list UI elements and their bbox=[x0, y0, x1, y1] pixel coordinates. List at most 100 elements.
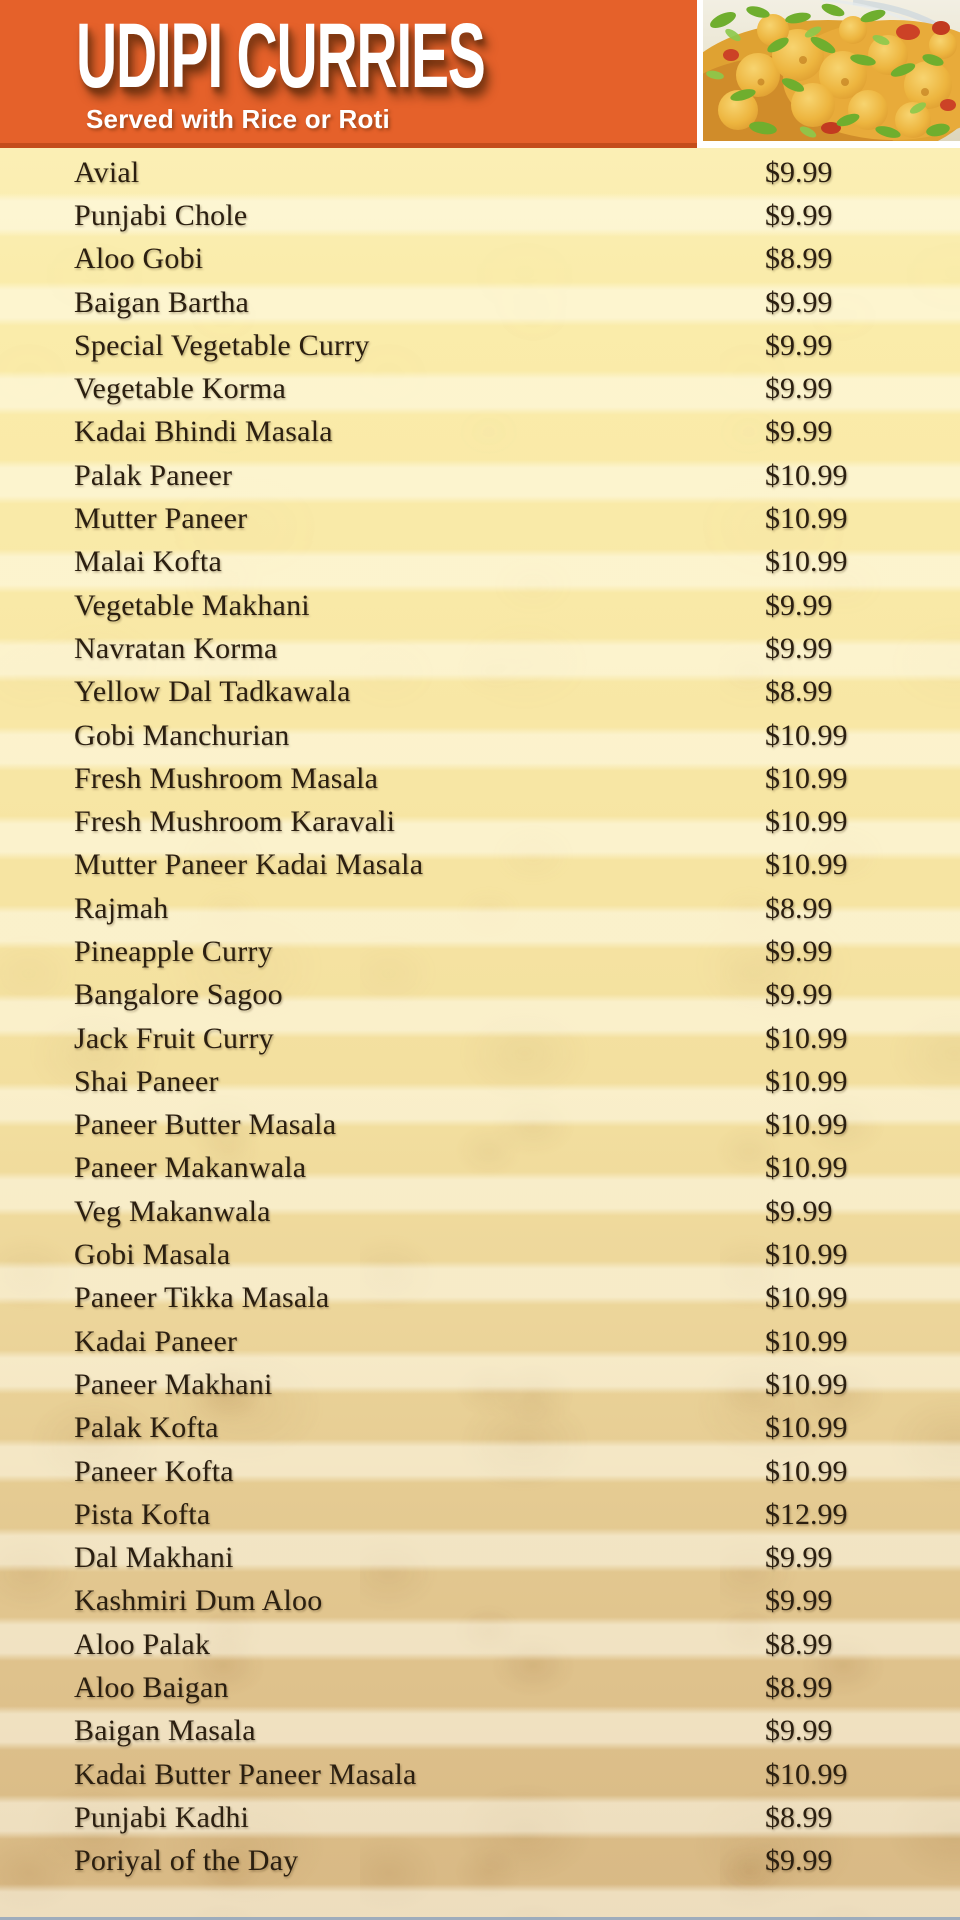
item-name: Kadai Paneer bbox=[74, 1324, 238, 1358]
item-price: $10.99 bbox=[765, 1151, 848, 1185]
item-price: $10.99 bbox=[765, 458, 848, 492]
item-price: $9.99 bbox=[765, 978, 833, 1012]
menu-header: UDIPI CURRIES Served with Rice or Roti bbox=[0, 0, 960, 148]
item-price: $9.99 bbox=[765, 285, 833, 319]
menu-item-row: Avial $9.99 bbox=[0, 151, 960, 194]
item-price: $10.99 bbox=[765, 1021, 848, 1055]
item-name: Kadai Butter Paneer Masala bbox=[74, 1757, 417, 1791]
curry-dish-illustration bbox=[703, 0, 960, 141]
item-name: Veg Makanwala bbox=[74, 1194, 271, 1228]
item-name: Paneer Butter Masala bbox=[74, 1108, 337, 1142]
menu-rows: Avial $9.99 Punjabi Chole $9.99 Aloo Gob… bbox=[0, 148, 960, 1883]
menu-item-row: Special Vegetable Curry $9.99 bbox=[0, 324, 960, 367]
item-name: Paneer Makhani bbox=[74, 1367, 273, 1401]
item-price: $8.99 bbox=[765, 1800, 833, 1834]
menu-item-row: Palak Paneer $10.99 bbox=[0, 454, 960, 497]
item-price: $10.99 bbox=[765, 1757, 848, 1791]
item-name: Paneer Tikka Masala bbox=[74, 1281, 330, 1315]
item-name: Pista Kofta bbox=[74, 1497, 211, 1531]
item-price: $10.99 bbox=[765, 1064, 848, 1098]
menu-item-row: Punjabi Kadhi $8.99 bbox=[0, 1796, 960, 1839]
menu-item-row: Kadai Butter Paneer Masala $10.99 bbox=[0, 1753, 960, 1796]
menu-item-row: Pineapple Curry $9.99 bbox=[0, 930, 960, 973]
item-price: $9.99 bbox=[765, 415, 833, 449]
item-price: $10.99 bbox=[765, 1411, 848, 1445]
item-name: Fresh Mushroom Masala bbox=[74, 761, 379, 795]
item-price: $9.99 bbox=[765, 1541, 833, 1575]
item-price: $9.99 bbox=[765, 1584, 833, 1618]
item-price: $8.99 bbox=[765, 242, 833, 276]
item-name: Kadai Bhindi Masala bbox=[74, 415, 333, 449]
bottom-edge-line bbox=[0, 1917, 960, 1920]
item-price: $9.99 bbox=[765, 155, 833, 189]
item-name: Paneer Makanwala bbox=[74, 1151, 307, 1185]
item-price: $9.99 bbox=[765, 328, 833, 362]
item-name: Dal Makhani bbox=[74, 1541, 234, 1575]
item-name: Vegetable Makhani bbox=[74, 588, 310, 622]
menu-item-row: Bangalore Sagoo $9.99 bbox=[0, 974, 960, 1017]
item-name: Gobi Masala bbox=[74, 1238, 231, 1272]
item-price: $10.99 bbox=[765, 805, 848, 839]
item-name: Gobi Manchurian bbox=[74, 718, 290, 752]
item-price: $9.99 bbox=[765, 588, 833, 622]
item-name: Aloo Baigan bbox=[74, 1671, 229, 1705]
item-name: Punjabi Chole bbox=[74, 198, 248, 232]
item-price: $12.99 bbox=[765, 1497, 848, 1531]
menu-item-row: Punjabi Chole $9.99 bbox=[0, 194, 960, 237]
menu-item-row: Paneer Butter Masala $10.99 bbox=[0, 1104, 960, 1147]
item-price: $10.99 bbox=[765, 545, 848, 579]
item-price: $9.99 bbox=[765, 372, 833, 406]
item-name: Yellow Dal Tadkawala bbox=[74, 675, 351, 709]
item-price: $9.99 bbox=[765, 631, 833, 665]
item-name: Baigan Bartha bbox=[74, 285, 250, 319]
menu-item-row: Pista Kofta $12.99 bbox=[0, 1493, 960, 1536]
menu-item-row: Mutter Paneer Kadai Masala $10.99 bbox=[0, 844, 960, 887]
item-name: Rajmah bbox=[74, 891, 169, 925]
item-price: $10.99 bbox=[765, 1324, 848, 1358]
menu-item-row: Kadai Bhindi Masala $9.99 bbox=[0, 411, 960, 454]
item-name: Baigan Masala bbox=[74, 1714, 256, 1748]
item-price: $8.99 bbox=[765, 1627, 833, 1661]
menu-item-row: Yellow Dal Tadkawala $8.99 bbox=[0, 671, 960, 714]
menu-item-row: Kashmiri Dum Aloo $9.99 bbox=[0, 1580, 960, 1623]
menu-item-row: Navratan Korma $9.99 bbox=[0, 627, 960, 670]
menu-item-row: Poriyal of the Day $9.99 bbox=[0, 1840, 960, 1883]
menu-item-row: Gobi Masala $10.99 bbox=[0, 1233, 960, 1276]
item-name: Malai Kofta bbox=[74, 545, 222, 579]
header-banner: UDIPI CURRIES Served with Rice or Roti bbox=[0, 0, 697, 148]
item-name: Poriyal of the Day bbox=[74, 1844, 299, 1878]
item-name: Special Vegetable Curry bbox=[74, 328, 370, 362]
menu-item-row: Rajmah $8.99 bbox=[0, 887, 960, 930]
item-price: $10.99 bbox=[765, 1108, 848, 1142]
menu-item-row: Dal Makhani $9.99 bbox=[0, 1537, 960, 1580]
item-price: $9.99 bbox=[765, 1194, 833, 1228]
item-name: Palak Kofta bbox=[74, 1411, 219, 1445]
menu-item-row: Aloo Palak $8.99 bbox=[0, 1623, 960, 1666]
menu-item-row: Paneer Kofta $10.99 bbox=[0, 1450, 960, 1493]
menu-item-row: Vegetable Korma $9.99 bbox=[0, 367, 960, 410]
item-price: $10.99 bbox=[765, 1238, 848, 1272]
menu-item-row: Mutter Paneer $10.99 bbox=[0, 497, 960, 540]
menu-item-row: Fresh Mushroom Karavali $10.99 bbox=[0, 800, 960, 843]
menu-item-row: Veg Makanwala $9.99 bbox=[0, 1190, 960, 1233]
item-price: $10.99 bbox=[765, 718, 848, 752]
item-price: $8.99 bbox=[765, 675, 833, 709]
menu-item-row: Vegetable Makhani $9.99 bbox=[0, 584, 960, 627]
menu-item-row: Aloo Baigan $8.99 bbox=[0, 1666, 960, 1709]
menu-item-row: Baigan Bartha $9.99 bbox=[0, 281, 960, 324]
item-price: $9.99 bbox=[765, 198, 833, 232]
item-price: $9.99 bbox=[765, 1844, 833, 1878]
menu-item-row: Gobi Manchurian $10.99 bbox=[0, 714, 960, 757]
item-name: Aloo Gobi bbox=[74, 242, 204, 276]
item-price: $9.99 bbox=[765, 934, 833, 968]
item-name: Vegetable Korma bbox=[74, 372, 287, 406]
menu-item-row: Aloo Gobi $8.99 bbox=[0, 238, 960, 281]
menu-item-row: Paneer Makhani $10.99 bbox=[0, 1363, 960, 1406]
item-name: Bangalore Sagoo bbox=[74, 978, 283, 1012]
menu-item-row: Malai Kofta $10.99 bbox=[0, 541, 960, 584]
menu-item-row: Paneer Makanwala $10.99 bbox=[0, 1147, 960, 1190]
item-name: Pineapple Curry bbox=[74, 934, 273, 968]
menu-item-row: Palak Kofta $10.99 bbox=[0, 1407, 960, 1450]
item-price: $10.99 bbox=[765, 1454, 848, 1488]
